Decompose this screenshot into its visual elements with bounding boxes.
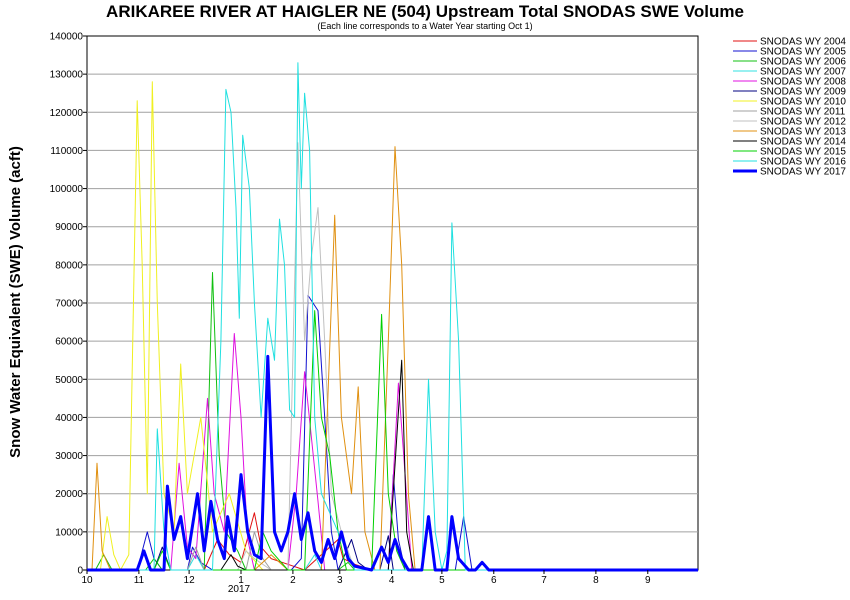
x-axis-ticks: 10 11 12 1 2 3 4 5 6 7 8 9 <box>81 570 651 586</box>
legend-label: SNODAS WY 2007 <box>760 67 846 78</box>
y-tick-label: 110000 <box>50 146 83 157</box>
x-axis-year-label: 2017 <box>228 584 251 595</box>
y-axis-label: Snow Water Equivalent (SWE) Volume (acft… <box>7 146 24 458</box>
legend-label: SNODAS WY 2004 <box>760 37 846 48</box>
x-tick-label: 12 <box>184 575 196 586</box>
x-tick-label: 5 <box>439 575 445 586</box>
y-tick-label: 20000 <box>55 489 83 500</box>
x-tick-label: 4 <box>389 575 395 586</box>
legend-label: SNODAS WY 2011 <box>760 107 846 118</box>
y-tick-label: 30000 <box>55 451 83 462</box>
y-axis-ticks: 0 10000 20000 30000 40000 50000 60000 70000 8000… <box>50 32 87 577</box>
x-tick-label: 11 <box>134 575 145 586</box>
series-line <box>87 359 698 571</box>
x-tick-label: 1 <box>238 575 244 586</box>
series-line <box>87 354 698 572</box>
series-line <box>87 535 698 571</box>
legend-label: SNODAS WY 2009 <box>760 87 846 98</box>
legend-label: SNODAS WY 2013 <box>760 127 846 138</box>
legend-label: SNODAS WY 2015 <box>760 147 846 158</box>
x-tick-label: 9 <box>645 575 651 586</box>
chart-subtitle: (Each line corresponds to a Water Year s… <box>317 21 532 31</box>
y-tick-label: 0 <box>77 566 83 577</box>
legend-label: SNODAS WY 2016 <box>760 157 846 168</box>
legend-label: SNODAS WY 2005 <box>760 47 846 58</box>
legend-label: SNODAS WY 2008 <box>760 77 846 88</box>
legend-label: SNODAS WY 2006 <box>760 57 846 68</box>
x-tick-label: 7 <box>541 575 547 586</box>
series-line <box>87 146 698 571</box>
legend-label: SNODAS WY 2012 <box>760 117 846 128</box>
x-tick-label: 3 <box>337 575 343 586</box>
series-line <box>87 81 698 571</box>
legend-label: SNODAS WY 2010 <box>760 97 846 108</box>
y-tick-label: 70000 <box>55 299 83 310</box>
series-line <box>87 142 698 571</box>
legend-label: SNODAS WY 2017 <box>760 167 846 178</box>
y-tick-label: 80000 <box>55 260 83 271</box>
y-tick-label: 130000 <box>50 70 84 81</box>
y-tick-label: 100000 <box>50 184 84 195</box>
y-tick-label: 120000 <box>50 108 84 119</box>
x-tick-label: 2 <box>290 575 296 586</box>
y-tick-label: 60000 <box>55 337 83 348</box>
y-tick-label: 40000 <box>55 413 83 424</box>
series-lines <box>87 62 698 572</box>
series-line <box>87 272 698 571</box>
x-tick-label: 10 <box>81 575 93 586</box>
legend-label: SNODAS WY 2014 <box>760 137 846 148</box>
y-tick-label: 90000 <box>55 222 83 233</box>
series-line <box>87 62 698 571</box>
y-tick-label: 50000 <box>55 375 83 386</box>
chart-title: ARIKAREE RIVER AT HAIGLER NE (504) Upstr… <box>106 2 744 21</box>
y-tick-label: 10000 <box>55 527 83 538</box>
x-tick-label: 6 <box>491 575 497 586</box>
x-tick-label: 8 <box>593 575 599 586</box>
y-tick-label: 140000 <box>50 32 84 43</box>
